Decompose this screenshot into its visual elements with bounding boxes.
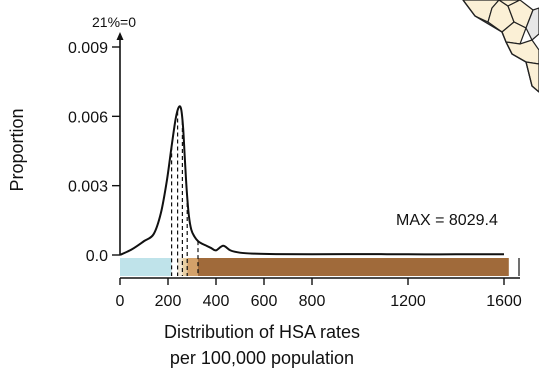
map-region-8 — [525, 61, 539, 93]
x-tick-label-2: 400 — [203, 293, 230, 310]
y-axis-arrow — [116, 32, 124, 40]
rate-bands — [120, 258, 520, 276]
x-axis-label-line-1: Distribution of HSA rates — [164, 322, 360, 342]
y-tick-label-3: 0.009 — [68, 40, 108, 57]
x-tick-label-0: 0 — [116, 293, 125, 310]
zero-share-annotation: 21%=0 — [92, 14, 136, 30]
x-tick-label-6: 1600 — [486, 293, 522, 310]
x-tick-label-1: 200 — [155, 293, 182, 310]
y-axis-label: Proportion — [7, 108, 27, 191]
x-ticks: 0 200 400 600 800 1200 1600 — [116, 278, 522, 310]
x-tick-label-4: 800 — [299, 293, 326, 310]
rate-band-0 — [120, 258, 172, 276]
y-tick-label-1: 0.003 — [68, 179, 108, 196]
rate-band-4 — [187, 258, 198, 276]
map-fragment — [462, 0, 539, 93]
rate-band-3 — [182, 258, 188, 276]
quantile-lines — [171, 111, 199, 276]
y-tick-label-2: 0.006 — [68, 109, 108, 126]
rate-band-1 — [171, 258, 178, 276]
rate-band-2 — [177, 258, 183, 276]
x-tick-label-3: 600 — [251, 293, 278, 310]
y-tick-label-0: 0.0 — [86, 248, 108, 265]
density-curve — [119, 105, 504, 256]
y-ticks: 0.0 0.003 0.006 0.009 — [68, 40, 120, 265]
map-coast-outline — [462, 0, 539, 93]
rate-band-5 — [198, 258, 509, 276]
x-axis-label-line-2: per 100,000 population — [170, 348, 354, 368]
x-tick-label-5: 1200 — [390, 293, 426, 310]
max-annotation: MAX = 8029.4 — [396, 212, 498, 229]
map-region-6 — [525, 7, 539, 41]
